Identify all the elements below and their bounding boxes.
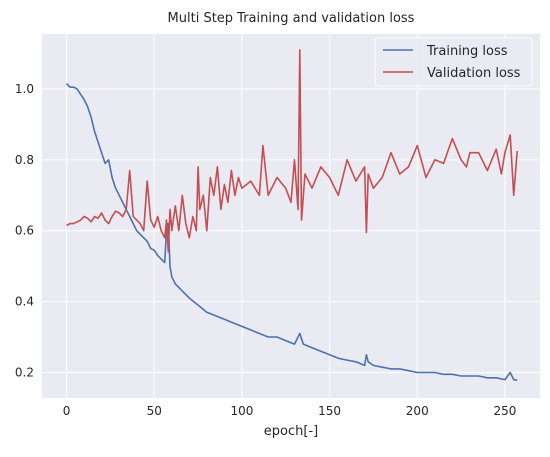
- plot-area: [42, 34, 540, 398]
- y-tick-label: 0.4: [15, 295, 34, 309]
- series-layer: [65, 49, 518, 382]
- grid-lines: [42, 34, 540, 398]
- legend-label: Training loss: [426, 44, 508, 59]
- x-tick-label: 100: [230, 404, 253, 418]
- chart-title: Multi Step Training and validation loss: [168, 11, 415, 26]
- x-tick-label: 200: [406, 404, 429, 418]
- x-tick-label: 250: [493, 404, 516, 418]
- y-tick-label: 0.6: [15, 224, 34, 238]
- x-tick-label: 50: [147, 404, 162, 418]
- legend-label: Validation loss: [427, 66, 521, 81]
- training-loss-line: [65, 83, 518, 382]
- tick-labels: 0 50 100 150 200 250 0.2 0.4 0.6 0.8 1.0: [15, 82, 516, 418]
- legend-box: [374, 37, 533, 87]
- legend: Training loss Validation loss: [374, 37, 533, 87]
- y-tick-label: 0.2: [15, 365, 34, 379]
- validation-loss-line: [66, 49, 518, 253]
- x-axis-label: epoch[-]: [264, 424, 318, 439]
- x-tick-label: 0: [63, 404, 71, 418]
- x-tick-label: 150: [318, 404, 341, 418]
- y-tick-label: 0.8: [15, 153, 34, 167]
- y-tick-label: 1.0: [15, 82, 34, 96]
